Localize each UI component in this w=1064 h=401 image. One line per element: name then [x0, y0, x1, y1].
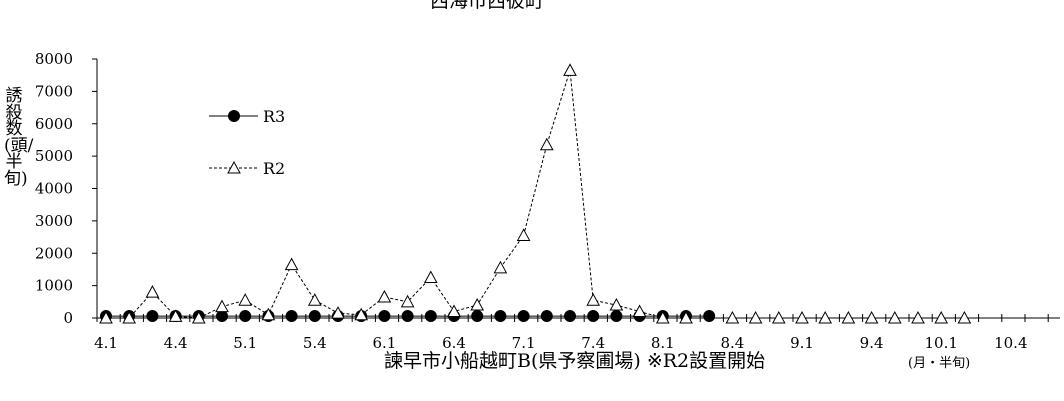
- data-point: [771, 310, 786, 324]
- data-point: [238, 293, 253, 306]
- y-tick-label: 6000: [35, 115, 73, 133]
- x-tick-label: 8.1: [651, 334, 675, 352]
- data-point: [864, 310, 879, 324]
- data-point: [216, 310, 228, 323]
- data-point: [401, 310, 414, 323]
- x-tick-label: 10.1: [924, 334, 957, 352]
- x-tick-label: 8.4: [720, 334, 744, 352]
- data-point: [308, 310, 321, 323]
- data-point: [146, 310, 159, 323]
- legend-entry-r2: R2: [209, 159, 285, 178]
- data-point: [957, 310, 972, 324]
- data-point: [494, 310, 507, 323]
- data-point: [284, 257, 299, 271]
- data-point: [378, 310, 391, 323]
- data-point: [331, 306, 345, 319]
- x-tick-label: 4.4: [164, 334, 188, 352]
- data-point: [122, 310, 137, 324]
- x-tick-label: 6.1: [372, 334, 396, 352]
- data-point: [400, 294, 415, 308]
- legend: R3 R2: [209, 107, 285, 178]
- legend-marker: [227, 160, 241, 174]
- data-point: [307, 293, 322, 306]
- data-point: [679, 310, 693, 324]
- data-point: [493, 260, 508, 274]
- data-point: [423, 270, 438, 284]
- data-point: [424, 310, 437, 323]
- data-point: [748, 310, 763, 324]
- data-point: [99, 310, 113, 324]
- x-tick-label: 7.4: [581, 334, 605, 352]
- series-line: [106, 70, 965, 319]
- x-tick-label: 10.4: [994, 334, 1027, 352]
- data-point: [610, 310, 623, 323]
- data-point: [377, 289, 392, 303]
- y-tick-label: 1000: [35, 277, 73, 295]
- data-point: [168, 309, 183, 322]
- x-tick-label: 6.4: [442, 334, 466, 352]
- data-point: [586, 293, 601, 306]
- legend-label: R2: [263, 159, 285, 178]
- data-point: [563, 63, 577, 76]
- series-layer: [99, 63, 972, 324]
- y-tick-label: 0: [63, 309, 73, 327]
- y-tick-label: 5000: [35, 147, 73, 165]
- y-tick-label: 8000: [35, 50, 73, 68]
- data-point: [471, 310, 484, 323]
- y-axis-label: 誘殺数(頭/半旬): [4, 86, 34, 189]
- data-point: [725, 310, 740, 324]
- x-tick-label: 9.4: [860, 334, 884, 352]
- y-tick-label: 7000: [35, 82, 73, 100]
- x-tick-label: 5.1: [233, 334, 257, 352]
- data-point: [818, 310, 833, 324]
- data-point: [609, 298, 624, 311]
- data-point: [632, 304, 647, 318]
- x-axis-label: 諫早市小船越町B(県予察圃場) ※R2設置開始: [384, 350, 766, 372]
- series-r2: [99, 63, 972, 324]
- legend-label: R3: [263, 107, 285, 126]
- data-point: [539, 137, 554, 151]
- x-tick-label: 9.1: [790, 334, 814, 352]
- data-point: [540, 310, 553, 323]
- data-point: [191, 310, 206, 324]
- legend-marker: [228, 110, 240, 122]
- data-point: [261, 307, 276, 321]
- data-point: [887, 310, 902, 324]
- x-axis-unit: (月・半旬): [908, 356, 971, 371]
- data-point: [795, 310, 809, 324]
- series-r3: [100, 310, 716, 323]
- data-point: [564, 310, 576, 323]
- data-point: [447, 304, 461, 318]
- data-point: [911, 310, 925, 324]
- data-point: [655, 310, 670, 324]
- legend-entry-r3: R3: [209, 107, 285, 126]
- x-tick-label: 5.4: [303, 334, 327, 352]
- y-tick-label: 3000: [35, 212, 73, 230]
- x-tick-label: 4.1: [94, 334, 118, 352]
- chart-title: 西海市西彼町: [430, 0, 545, 12]
- data-point: [239, 310, 252, 323]
- data-point: [841, 310, 856, 324]
- y-tick-label: 4000: [35, 180, 73, 198]
- data-point: [215, 299, 229, 313]
- data-point: [934, 310, 949, 324]
- data-point: [703, 310, 716, 323]
- data-point: [517, 310, 530, 323]
- tick-labels: 0 1000 2000 3000 4000 5000 6000 7000 8000 4.1 4.4 5…: [35, 50, 1028, 352]
- x-tick-label: 7.1: [512, 334, 536, 352]
- data-point: [285, 310, 298, 323]
- data-point: [516, 228, 531, 241]
- data-point: [354, 307, 369, 321]
- data-point: [470, 298, 485, 311]
- data-point: [587, 310, 600, 323]
- axes: [92, 58, 1060, 322]
- y-tick-label: 2000: [35, 244, 73, 262]
- data-point: [145, 285, 160, 298]
